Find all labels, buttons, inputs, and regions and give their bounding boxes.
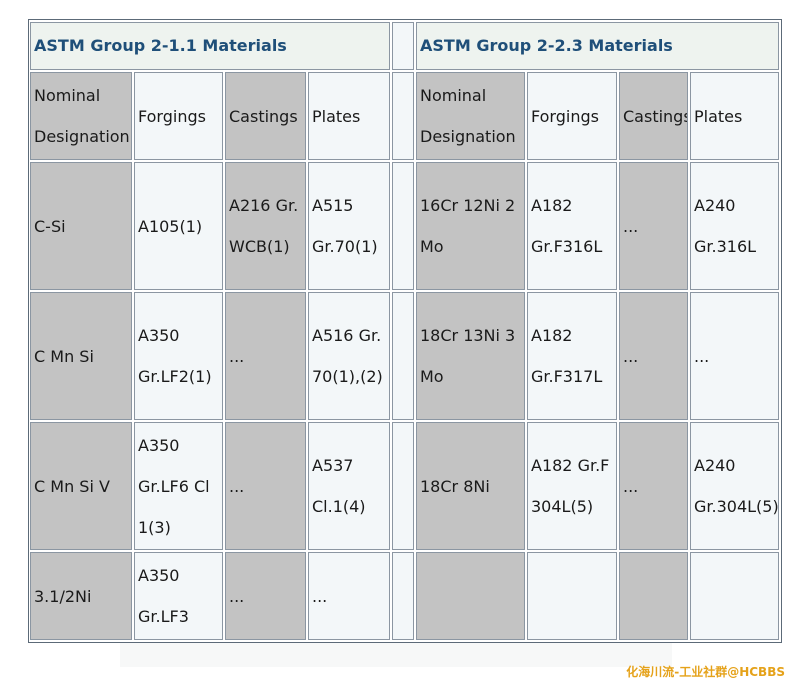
left-cell: A537 Cl.1(4): [308, 422, 390, 550]
left-group-title: ASTM Group 2-1.1 Materials: [30, 22, 390, 70]
left-cell: A350 Gr.LF3: [134, 552, 223, 640]
right-col-plates: Plates: [690, 72, 779, 160]
right-cell: A182 Gr.F317L: [527, 292, 617, 420]
right-col-nominal: Nominal Designation: [416, 72, 525, 160]
separator: [392, 422, 414, 550]
left-col-plates: Plates: [308, 72, 390, 160]
bottom-shadow: [120, 643, 672, 667]
separator-header: [392, 22, 414, 70]
left-cell: C-Si: [30, 162, 132, 290]
right-cell: [690, 552, 779, 640]
left-cell: A216 Gr.WCB(1): [225, 162, 306, 290]
right-cell: A240 Gr.304L(5): [690, 422, 779, 550]
left-col-nominal: Nominal Designation: [30, 72, 132, 160]
right-cell: A240 Gr.316L: [690, 162, 779, 290]
separator: [392, 72, 414, 160]
right-cell: ...: [690, 292, 779, 420]
right-col-forgings: Forgings: [527, 72, 617, 160]
left-cell: ...: [225, 292, 306, 420]
left-cell: C Mn Si V: [30, 422, 132, 550]
left-cell: ...: [225, 422, 306, 550]
right-cell: 18Cr 8Ni: [416, 422, 525, 550]
right-cell: A182 Gr.F316L: [527, 162, 617, 290]
watermark: 化海川流-工业社群@HCBBS: [626, 665, 785, 679]
right-col-castings: Castings: [619, 72, 688, 160]
separator: [392, 162, 414, 290]
left-cell: 3.1/2Ni: [30, 552, 132, 640]
separator: [392, 552, 414, 640]
left-cell: ...: [225, 552, 306, 640]
right-cell: [527, 552, 617, 640]
right-cell: [619, 552, 688, 640]
left-cell: A350 Gr.LF2(1): [134, 292, 223, 420]
left-cell: A515 Gr.70(1): [308, 162, 390, 290]
right-cell: 18Cr 13Ni 3 Mo: [416, 292, 525, 420]
left-col-castings: Castings: [225, 72, 306, 160]
left-cell: A105(1): [134, 162, 223, 290]
left-cell: A350 Gr.LF6 Cl 1(3): [134, 422, 223, 550]
left-col-forgings: Forgings: [134, 72, 223, 160]
right-cell: 16Cr 12Ni 2 Mo: [416, 162, 525, 290]
separator: [392, 292, 414, 420]
right-cell: [416, 552, 525, 640]
right-cell: ...: [619, 422, 688, 550]
left-cell: C Mn Si: [30, 292, 132, 420]
left-cell: A516 Gr.70(1),(2): [308, 292, 390, 420]
right-group-title: ASTM Group 2-2.3 Materials: [416, 22, 779, 70]
right-cell: A182 Gr.F304L(5): [527, 422, 617, 550]
left-cell: ...: [308, 552, 390, 640]
right-cell: ...: [619, 162, 688, 290]
right-cell: ...: [619, 292, 688, 420]
